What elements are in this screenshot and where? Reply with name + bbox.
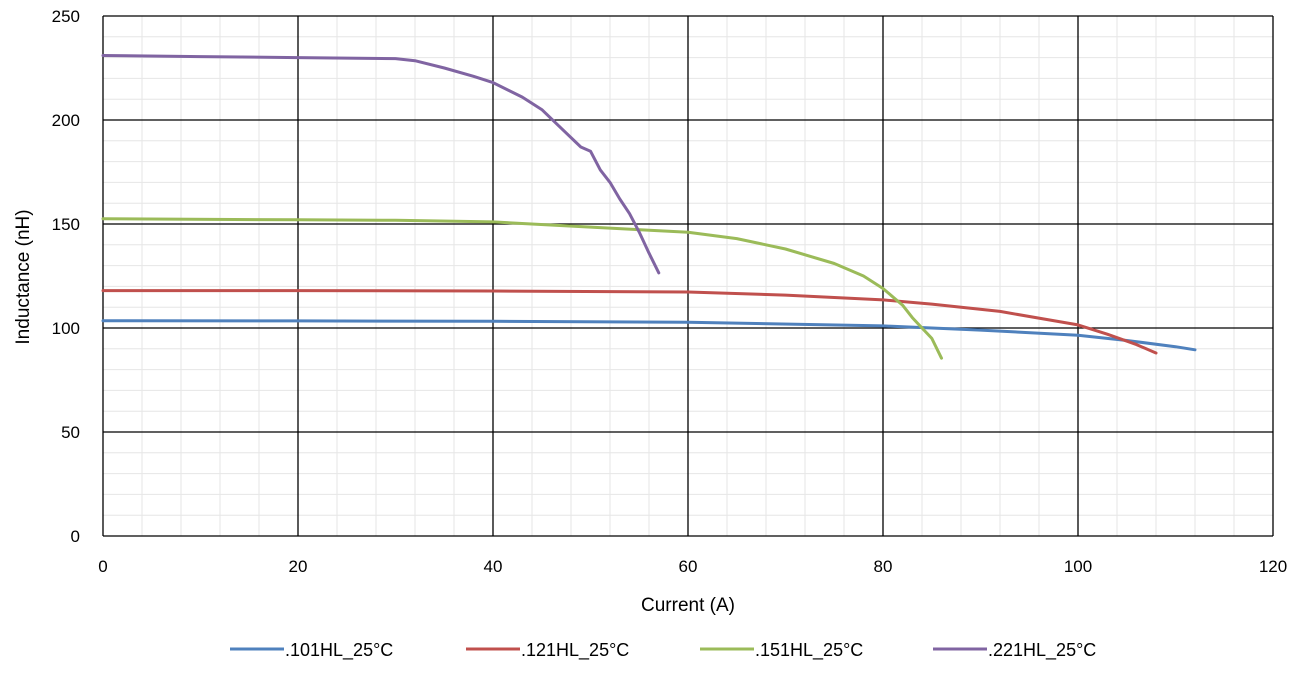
y-tick-label: 50 <box>61 423 80 442</box>
series-line-1 <box>101 289 1158 355</box>
y-axis-title: Inductance (nH) <box>13 209 34 344</box>
x-tick-label: 80 <box>874 557 893 576</box>
major-gridlines <box>102 15 1274 537</box>
legend-label: .101HL_25°C <box>285 640 393 661</box>
y-tick-label: 100 <box>52 319 80 338</box>
x-axis-title: Current (A) <box>641 595 735 616</box>
y-tick-label: 250 <box>52 7 80 26</box>
x-axis-ticks: 0 20 40 60 80 100 120 <box>98 557 1287 576</box>
series-lines <box>101 54 1197 360</box>
x-tick-label: 0 <box>98 557 107 576</box>
y-axis-ticks: 0 50 100 150 200 250 <box>52 7 80 546</box>
series-line-0 <box>101 319 1197 352</box>
legend-item: .121HL_25°C <box>466 640 629 661</box>
legend-item: .151HL_25°C <box>700 640 863 661</box>
y-tick-label: 150 <box>52 215 80 234</box>
series-line-3 <box>101 54 661 275</box>
x-tick-label: 100 <box>1064 557 1092 576</box>
legend-item: .101HL_25°C <box>230 640 393 661</box>
series-line-2 <box>101 217 943 360</box>
legend-label: .221HL_25°C <box>988 640 1096 661</box>
legend-label: .151HL_25°C <box>755 640 863 661</box>
legend-label: .121HL_25°C <box>521 640 629 661</box>
x-tick-label: 120 <box>1259 557 1287 576</box>
x-tick-label: 20 <box>289 557 308 576</box>
legend-item: .221HL_25°C <box>933 640 1096 661</box>
y-tick-label: 0 <box>71 527 80 546</box>
y-tick-label: 200 <box>52 111 80 130</box>
x-tick-label: 40 <box>484 557 503 576</box>
x-tick-label: 60 <box>679 557 698 576</box>
legend: .101HL_25°C .121HL_25°C .151HL_25°C .221HL_… <box>230 640 1096 661</box>
